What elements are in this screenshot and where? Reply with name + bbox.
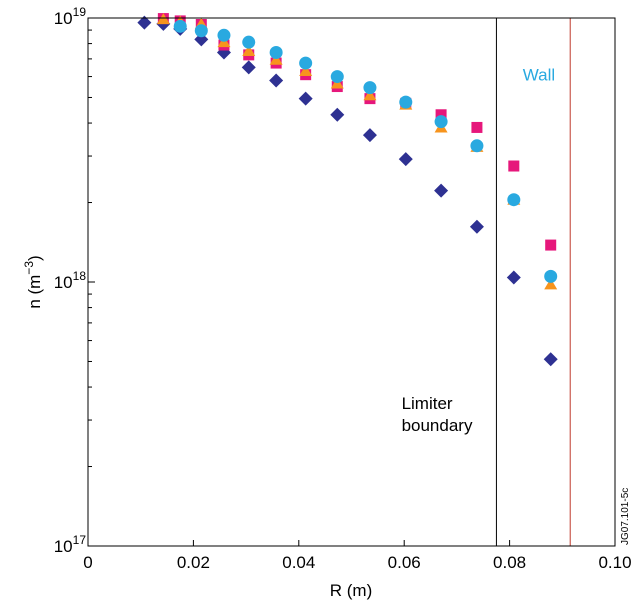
circle-point-3 xyxy=(217,28,231,42)
circle-point-6 xyxy=(299,56,313,70)
diamond-point-14 xyxy=(506,270,521,285)
x-tick-label: 0.06 xyxy=(388,553,421,572)
plot-frame xyxy=(87,17,616,547)
y-axis-label: n (m−3) xyxy=(22,255,44,308)
triangle-point-6 xyxy=(269,53,283,65)
diamond-point-7 xyxy=(269,73,284,88)
triangle-point-9 xyxy=(363,89,377,101)
diamond-point-8 xyxy=(298,91,313,106)
circle-point-11 xyxy=(470,139,484,153)
x-tick-label: 0.02 xyxy=(177,553,210,572)
diamond-point-12 xyxy=(434,183,449,198)
y-tick-label: 1017 xyxy=(54,533,87,556)
circle-point-4 xyxy=(242,35,256,49)
circle-point-9 xyxy=(399,95,413,109)
circle-point-2 xyxy=(194,24,208,38)
axis-ticks: 0 0.02 0.04 0.06 0.08 0.10 1017 1018 1019 xyxy=(54,5,632,572)
y-tick-label: 1018 xyxy=(54,269,87,292)
annotation-2: Wall xyxy=(523,65,555,84)
circle-point-10 xyxy=(434,115,448,129)
annotation-1: Limiter boundary xyxy=(402,394,473,435)
triangle-point-1 xyxy=(156,13,170,25)
triangle-point-5 xyxy=(242,44,256,56)
diamond-point-9 xyxy=(330,107,345,122)
data-points xyxy=(137,13,558,367)
y-tick-label: 1019 xyxy=(54,5,87,28)
square-point-12 xyxy=(471,121,483,133)
circle-point-8 xyxy=(363,81,377,95)
diamond-point-10 xyxy=(362,128,377,143)
circle-point-1 xyxy=(173,19,187,33)
diamond-point-15 xyxy=(543,352,558,367)
square-point-14 xyxy=(545,239,557,251)
x-axis-label: R (m) xyxy=(330,581,372,600)
circle-point-12 xyxy=(507,193,521,207)
circle-point-5 xyxy=(269,46,283,60)
diamond-point-6 xyxy=(241,60,256,75)
annotations: Limiter boundary Wall xyxy=(402,65,556,435)
diamond-point-11 xyxy=(398,152,413,167)
triangle-point-14 xyxy=(544,278,558,290)
x-tick-label: 0.08 xyxy=(493,553,526,572)
y-axis-label-close: ) xyxy=(25,255,44,261)
square-point-11 xyxy=(435,109,447,121)
y-axis-label-text: n (m xyxy=(25,275,44,309)
circle-point-13 xyxy=(544,269,558,283)
x-tick-label: 0.10 xyxy=(598,553,631,572)
reference-lines xyxy=(495,18,571,546)
triangle-point-7 xyxy=(299,64,313,76)
diamond-point-13 xyxy=(469,219,484,234)
circle-point-7 xyxy=(330,70,344,84)
y-axis-label-exponent: −3 xyxy=(22,261,36,275)
diamond-point-1 xyxy=(137,15,152,30)
square-point-13 xyxy=(508,160,520,172)
x-tick-label: 0 xyxy=(83,553,92,572)
figure-id-label: JG07.101-5c xyxy=(620,488,631,545)
x-tick-label: 0.04 xyxy=(282,553,315,572)
